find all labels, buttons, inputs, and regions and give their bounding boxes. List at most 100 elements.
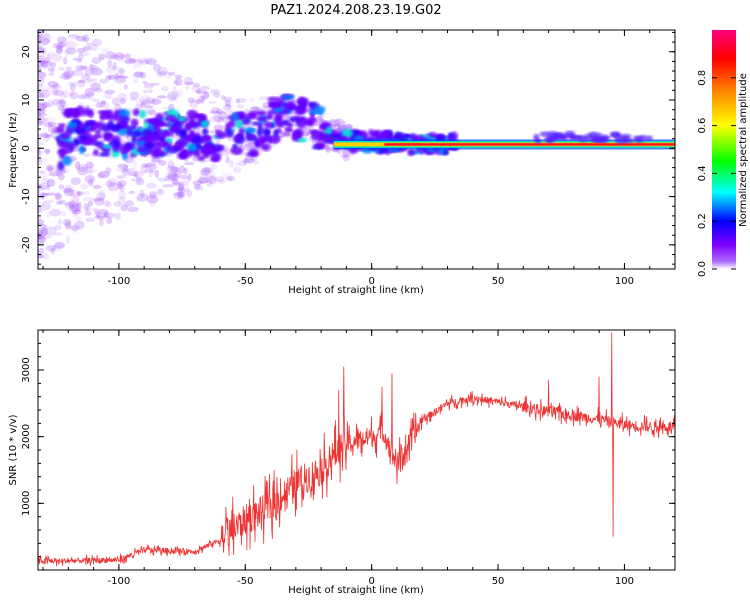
noise-blob — [131, 178, 136, 182]
noise-blob — [58, 184, 65, 190]
noise-blob — [100, 138, 106, 142]
noise-blob — [238, 160, 247, 167]
noise-blob — [80, 183, 88, 190]
noise-blob — [335, 118, 341, 127]
noise-blob — [172, 90, 184, 98]
noise-blob — [176, 191, 186, 198]
noise-blob — [44, 56, 51, 65]
noise-blob — [40, 37, 51, 45]
noise-blob — [68, 204, 81, 213]
ridge-blob — [74, 106, 86, 117]
noise-blob — [104, 106, 115, 111]
ridge-blob — [108, 139, 121, 148]
noise-blob — [123, 83, 128, 90]
noise-blob — [41, 177, 51, 185]
noise-blob — [84, 68, 94, 77]
noise-blob — [99, 78, 108, 84]
noise-blob — [45, 184, 51, 191]
noise-blob — [58, 211, 67, 217]
ridge-blob — [183, 122, 192, 132]
noise-blob — [143, 169, 155, 173]
noise-blob — [41, 60, 49, 70]
ridge-blob — [255, 110, 268, 117]
noise-blob — [241, 152, 247, 157]
ridge-blob — [139, 109, 147, 119]
noise-blob — [38, 133, 43, 139]
noise-blob — [119, 97, 126, 105]
noise-blob — [98, 170, 110, 179]
noise-blob — [85, 78, 98, 83]
ridge-blob — [201, 120, 210, 127]
noise-blob — [57, 219, 63, 225]
noise-blob — [74, 161, 81, 170]
noise-blob — [74, 220, 85, 230]
snr-x-label: Height of straight line (km) — [288, 585, 424, 596]
noise-blob — [96, 100, 107, 108]
noise-blob — [174, 77, 183, 86]
noise-blob — [99, 189, 106, 199]
noise-blob — [279, 131, 290, 135]
noise-blob — [331, 124, 342, 131]
noise-blob — [52, 83, 60, 90]
noise-blob — [61, 103, 68, 111]
ridge-blob — [230, 146, 243, 155]
noise-blob — [225, 175, 236, 182]
ridge-blob — [104, 113, 117, 121]
noise-blob — [102, 200, 111, 207]
ridge-blob — [275, 120, 284, 129]
noise-blob — [221, 173, 233, 179]
ridge-blob — [341, 128, 354, 139]
ridge-blob — [156, 141, 169, 148]
noise-blob — [236, 104, 245, 109]
noise-blob — [52, 82, 62, 92]
ridge-blob — [78, 145, 85, 155]
noise-blob — [95, 102, 104, 109]
noise-blob — [106, 74, 111, 83]
ridge-blob — [99, 151, 111, 157]
noise-blob — [222, 104, 232, 111]
noise-blob — [150, 157, 161, 163]
noise-blob — [334, 122, 341, 127]
noise-blob — [68, 92, 75, 97]
noise-blob — [120, 59, 131, 64]
noise-blob — [39, 254, 45, 259]
noise-blob — [105, 201, 112, 208]
noise-blob — [134, 103, 144, 110]
noise-blob — [42, 193, 49, 197]
noise-blob — [38, 147, 41, 154]
noise-blob — [141, 162, 148, 169]
noise-blob — [114, 75, 126, 84]
ridge-blob — [94, 129, 101, 135]
noise-blob — [92, 38, 102, 47]
noise-blob — [199, 174, 212, 180]
noise-blob — [84, 174, 96, 184]
noise-blob — [152, 63, 162, 72]
ridge-blob — [294, 106, 307, 114]
noise-blob — [338, 150, 348, 159]
noise-blob — [77, 163, 89, 173]
ridge-blob — [268, 100, 276, 107]
colorbar-tick-label: 0.0 — [697, 261, 708, 277]
noise-blob — [167, 160, 175, 169]
noise-blob — [53, 232, 64, 236]
noise-blob — [91, 57, 101, 64]
ridge-blob — [266, 135, 274, 144]
noise-blob — [70, 224, 80, 231]
ridge-blob — [203, 143, 212, 149]
noise-blob — [209, 110, 221, 114]
noise-blob — [184, 186, 190, 193]
noise-blob — [75, 202, 82, 212]
noise-blob — [105, 167, 112, 174]
noise-blob — [87, 170, 94, 175]
noise-blob — [169, 166, 180, 173]
noise-blob — [38, 253, 42, 259]
noise-blob — [96, 213, 107, 221]
noise-blob — [248, 140, 255, 145]
ridge-blob — [57, 123, 66, 129]
noise-blob — [38, 111, 42, 120]
noise-blob — [167, 172, 177, 181]
figure-title: PAZ1.2024.208.23.19.G02 — [270, 3, 441, 18]
noise-blob — [75, 35, 87, 42]
noise-blob — [103, 211, 109, 218]
noise-blob — [128, 58, 137, 63]
